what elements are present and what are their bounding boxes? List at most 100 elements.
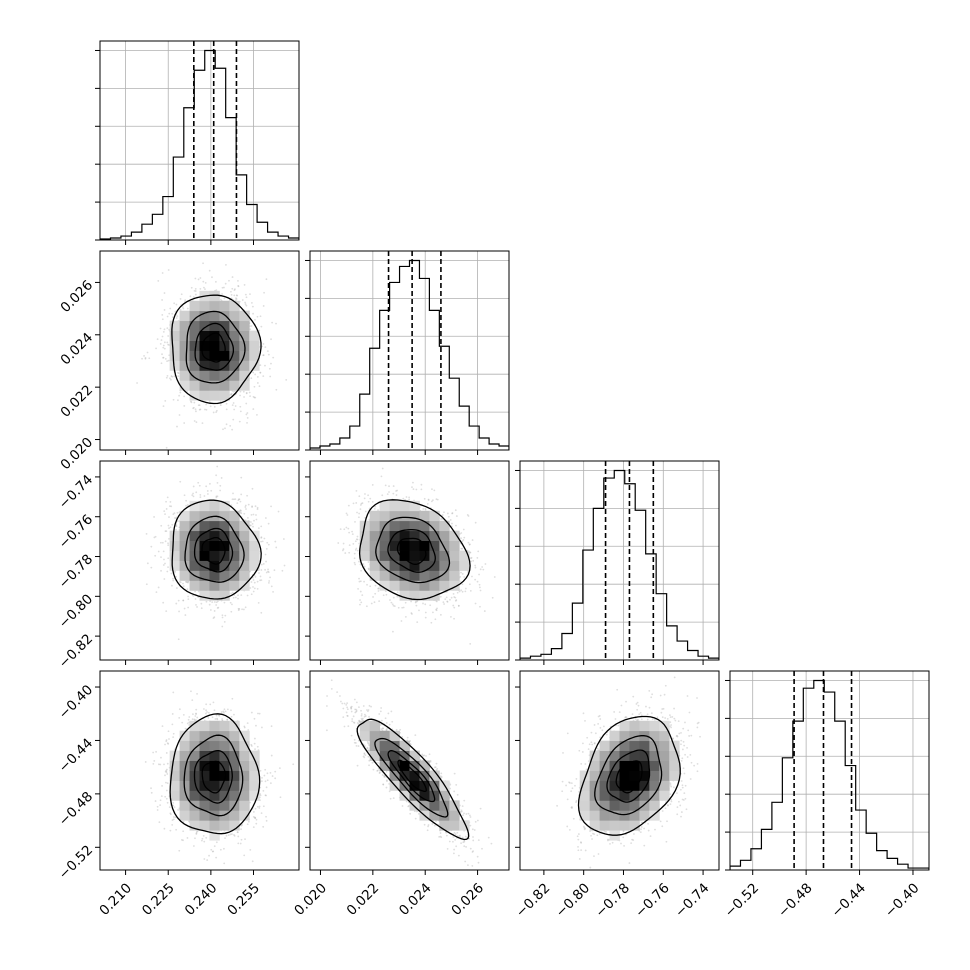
scatter-point: [385, 593, 388, 596]
scatter-point: [216, 481, 219, 484]
density-cell: [239, 560, 250, 571]
scatter-point: [281, 569, 284, 572]
scatter-point: [212, 411, 215, 414]
scatter-point: [215, 474, 218, 477]
density-cell: [179, 310, 190, 322]
scatter-point: [266, 350, 269, 353]
scatter-point: [242, 390, 245, 393]
scatter-point: [238, 498, 241, 501]
scatter-point: [270, 338, 272, 341]
density-cell: [219, 370, 230, 381]
scatter-point: [439, 595, 442, 598]
scatter-point: [153, 516, 155, 518]
scatter-point: [225, 408, 228, 411]
scatter-point: [166, 315, 169, 318]
scatter-point: [347, 527, 350, 530]
scatter-point: [182, 582, 184, 585]
scatter-point: [175, 317, 178, 319]
scatter-point: [237, 285, 240, 288]
scatter-point: [262, 343, 265, 345]
scatter-point: [217, 606, 220, 609]
density-cell: [229, 330, 240, 341]
scatter-point: [209, 482, 211, 485]
density-cell: [189, 310, 200, 322]
scatter-point: [177, 375, 180, 378]
scatter-point: [146, 351, 149, 354]
scatter-point: [259, 315, 262, 318]
scatter-point: [178, 610, 180, 613]
scatter-point: [234, 498, 237, 501]
scatter-point: [187, 595, 190, 598]
scatter-point: [240, 509, 242, 512]
scatter-point: [273, 569, 276, 572]
scatter-point: [203, 495, 206, 497]
scatter-point: [179, 391, 182, 394]
scatter-point: [163, 510, 166, 513]
density-cell: [189, 390, 200, 401]
scatter-point: [261, 345, 264, 348]
density-cell: [219, 520, 230, 532]
density-cell: [189, 530, 200, 541]
scatter-point: [271, 321, 274, 324]
density-cell: [199, 570, 210, 581]
scatter-point: [250, 581, 253, 583]
scatter-point: [165, 508, 168, 510]
scatter-point: [165, 500, 167, 503]
scatter-point: [171, 523, 174, 526]
density-cell: [249, 330, 260, 341]
density-cell: [229, 370, 240, 381]
scatter-point: [206, 490, 209, 492]
scatter-point: [187, 606, 190, 609]
scatter-point: [166, 341, 169, 344]
scatter-point: [172, 316, 174, 319]
density-cell: [239, 330, 250, 341]
scatter-point: [262, 305, 265, 307]
scatter-point: [177, 638, 180, 641]
scatter-point: [202, 280, 205, 283]
scatter-point: [478, 583, 481, 586]
density-cell: [189, 330, 200, 341]
scatter-point: [195, 421, 198, 424]
scatter-point: [141, 357, 143, 360]
scatter-point: [371, 484, 374, 486]
density-cell: [239, 360, 250, 371]
scatter-point: [239, 410, 242, 413]
scatter-point: [175, 303, 178, 306]
scatter-point: [256, 376, 259, 378]
scatter-point: [256, 315, 259, 318]
scatter-point: [211, 601, 214, 604]
scatter-point: [172, 398, 175, 401]
scatter-point: [259, 371, 262, 374]
scatter-point: [168, 505, 171, 507]
density-cell: [179, 560, 190, 571]
contour-level-2: [193, 527, 234, 573]
scatter-point: [164, 530, 167, 533]
density-cell: [189, 370, 200, 381]
density-cell: [239, 370, 250, 381]
scatter-point: [245, 413, 248, 416]
scatter-point: [205, 403, 207, 406]
scatter-point: [224, 427, 226, 430]
density-cell: [209, 590, 220, 601]
scatter-point: [245, 402, 248, 405]
scatter-point: [162, 346, 165, 349]
scatter-point: [223, 601, 226, 604]
scatter-point: [220, 477, 223, 479]
density-cell: [229, 340, 240, 351]
scatter-point: [183, 405, 186, 407]
scatter-point: [231, 591, 234, 594]
scatter-point: [251, 305, 254, 308]
scatter-point: [216, 495, 219, 498]
scatter-point: [166, 374, 169, 377]
density-cell: [209, 560, 220, 571]
density-cell: [169, 560, 180, 571]
contour-level-1: [185, 310, 246, 384]
scatter-point: [161, 272, 164, 274]
scatter-point: [170, 505, 173, 508]
scatter-point: [157, 586, 160, 589]
scatter-point: [252, 371, 255, 374]
scatter-point: [230, 392, 233, 395]
scatter-point: [232, 498, 235, 501]
scatter-point: [215, 604, 218, 606]
density-cell: [199, 390, 210, 401]
